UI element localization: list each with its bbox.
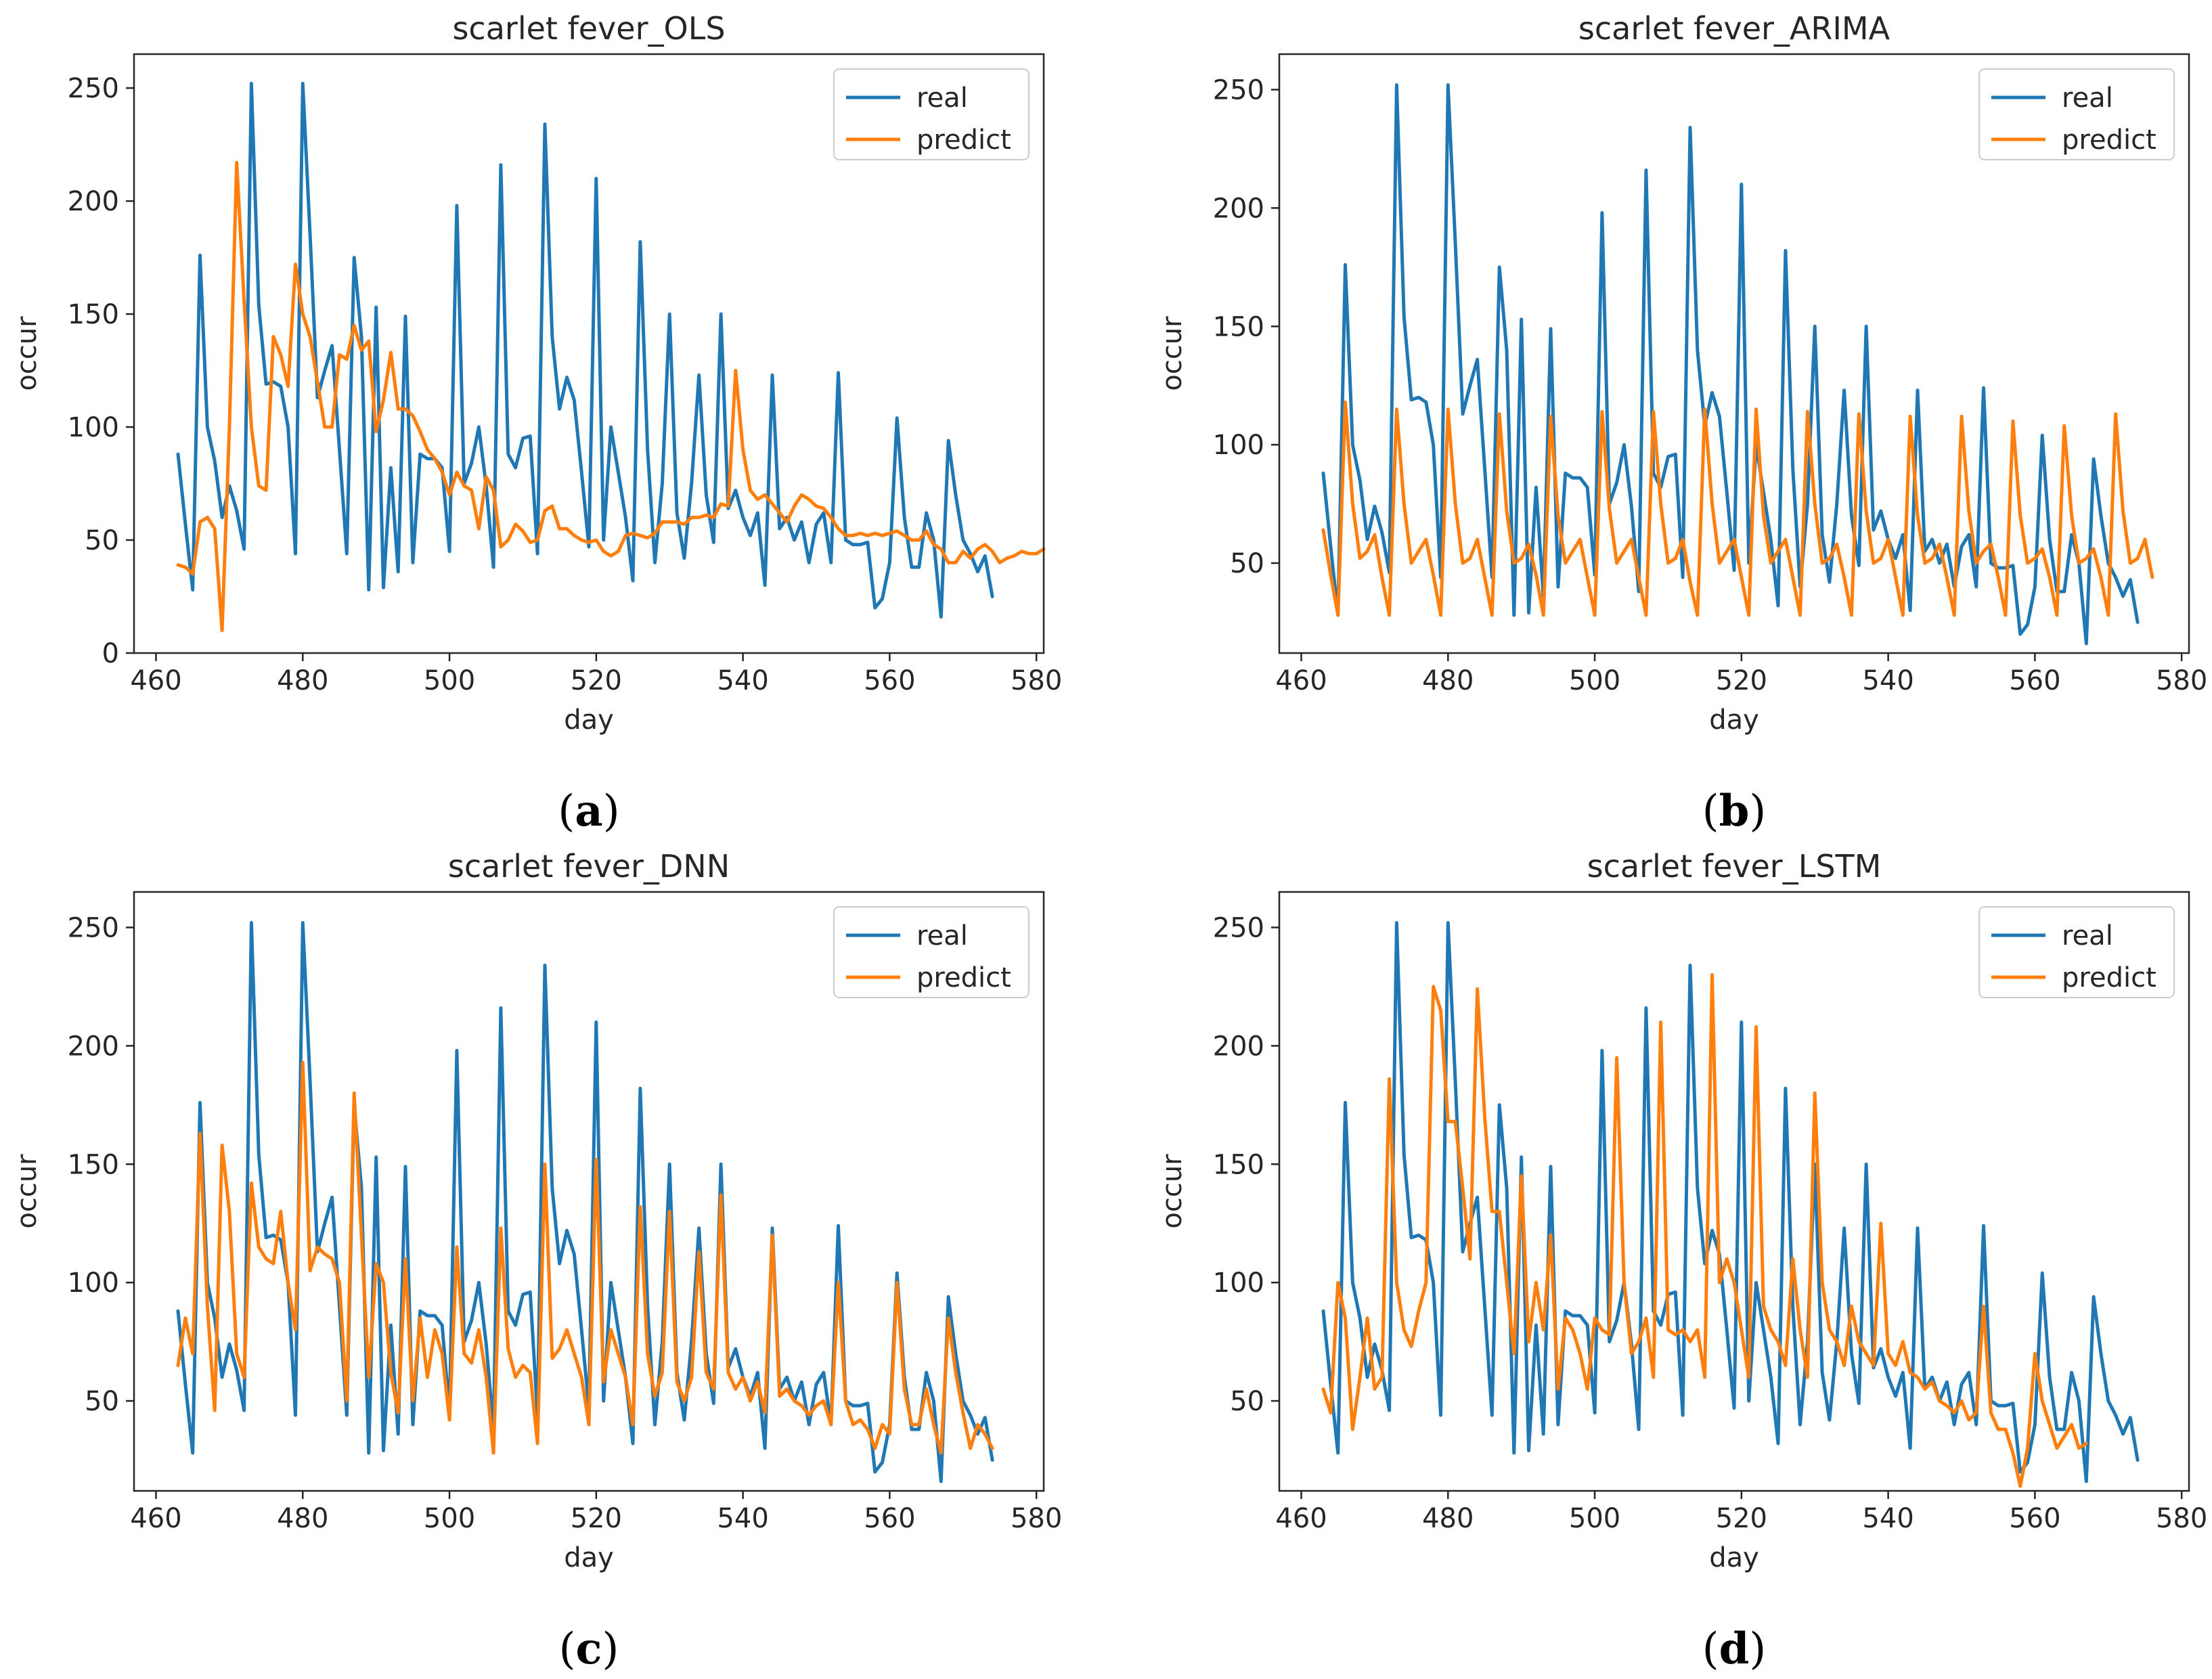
chart-panel-b: scarlet fever_ARIMA 460 480 500 520 540 560 580… <box>1157 10 2207 836</box>
x-tick-label: 460 <box>130 1503 181 1534</box>
x-tick-label: 580 <box>1011 665 1062 696</box>
x-tick-label: 500 <box>1569 665 1620 696</box>
y-tick-label: 200 <box>68 1031 119 1062</box>
x-tick-label: 540 <box>717 1503 768 1534</box>
x-tick-label: 580 <box>2156 665 2207 696</box>
series-line-predict <box>1321 972 2088 1488</box>
y-tick-label: 0 <box>102 638 119 669</box>
series-line-real <box>176 81 994 619</box>
legend-label-real: real <box>2062 920 2113 952</box>
x-tick-label: 480 <box>1422 665 1474 696</box>
chart-panel-c: scarlet fever_DNN 460 480 500 520 540 560 580 50… <box>12 848 1062 1674</box>
x-tick-label: 520 <box>1716 665 1767 696</box>
legend: real predict <box>1978 68 2175 160</box>
x-tick-label: 480 <box>1422 1503 1474 1534</box>
legend-box <box>833 68 1030 160</box>
y-axis-label: occur <box>12 1154 43 1229</box>
y-tick-label: 50 <box>1230 548 1264 579</box>
series-line-predict <box>176 160 1046 633</box>
y-tick-label: 250 <box>1213 912 1264 943</box>
series-line-real <box>176 921 994 1483</box>
legend-label-real: real <box>916 920 968 952</box>
y-tick-label: 100 <box>1213 1268 1264 1299</box>
x-tick-label: 560 <box>864 1503 915 1534</box>
legend-box <box>1978 906 2175 998</box>
x-axis-label: day <box>564 1542 614 1573</box>
axes-frame <box>1278 891 2190 1492</box>
chart-title: scarlet fever_OLS <box>452 10 725 47</box>
y-tick-label: 200 <box>1213 193 1264 224</box>
legend-box <box>1978 68 2175 160</box>
legend-label-real: real <box>916 83 968 114</box>
legend-label-real: real <box>2062 83 2113 114</box>
legend-label-predict: predict <box>916 962 1011 993</box>
y-tick-label: 250 <box>68 73 119 104</box>
x-axis-label: day <box>1709 704 1759 736</box>
y-axis-label: occur <box>12 316 43 391</box>
y-tick-label: 50 <box>85 525 119 556</box>
x-tick-label: 460 <box>130 665 181 696</box>
y-tick-label: 200 <box>68 186 119 217</box>
panel-caption: (d) <box>1702 1624 1767 1674</box>
legend-label-predict: predict <box>2062 962 2156 993</box>
y-axis-label: occur <box>1157 1154 1188 1229</box>
y-tick-label: 150 <box>1213 1149 1264 1180</box>
y-tick-label: 100 <box>68 412 119 443</box>
series-line-predict <box>176 1060 994 1455</box>
y-tick-label: 100 <box>1213 430 1264 461</box>
series-line-real <box>1321 921 2140 1483</box>
x-tick-label: 560 <box>2009 665 2060 696</box>
x-tick-label: 500 <box>424 665 475 696</box>
x-tick-label: 560 <box>2009 1503 2060 1534</box>
x-tick-label: 540 <box>1862 665 1914 696</box>
x-tick-label: 560 <box>864 665 915 696</box>
chart-panel-a: scarlet fever_OLS 460 480 500 520 540 560 580 0 5… <box>12 10 1062 836</box>
series-line-predict <box>1321 400 2154 617</box>
x-tick-label: 540 <box>1862 1503 1914 1534</box>
legend-label-predict: predict <box>916 125 1011 156</box>
axes-frame <box>1278 53 2190 654</box>
x-axis-label: day <box>564 704 614 736</box>
y-axis-label: occur <box>1157 316 1188 391</box>
y-tick-label: 150 <box>1213 311 1264 342</box>
y-tick-label: 200 <box>1213 1031 1264 1062</box>
series-line-real <box>1321 83 2140 646</box>
y-tick-label: 50 <box>1230 1386 1264 1417</box>
y-tick-label: 150 <box>68 1149 119 1180</box>
legend: real predict <box>833 906 1030 998</box>
x-tick-label: 480 <box>277 1503 328 1534</box>
x-tick-label: 460 <box>1275 665 1327 696</box>
y-tick-label: 250 <box>68 912 119 943</box>
x-tick-label: 460 <box>1275 1503 1327 1534</box>
x-tick-label: 540 <box>717 665 768 696</box>
legend: real predict <box>1978 906 2175 998</box>
axes-frame <box>133 53 1045 654</box>
axes-frame <box>133 891 1045 1492</box>
x-tick-label: 580 <box>1011 1503 1062 1534</box>
panel-caption: (b) <box>1702 786 1767 836</box>
legend-box <box>833 906 1030 998</box>
y-tick-label: 250 <box>1213 74 1264 106</box>
y-tick-label: 50 <box>85 1386 119 1417</box>
x-tick-label: 520 <box>1716 1503 1767 1534</box>
y-tick-label: 100 <box>68 1268 119 1299</box>
x-tick-label: 580 <box>2156 1503 2207 1534</box>
x-tick-label: 480 <box>277 665 328 696</box>
chart-title: scarlet fever_LSTM <box>1587 848 1882 885</box>
panel-caption: (c) <box>559 1624 619 1674</box>
chart-title: scarlet fever_DNN <box>448 848 730 885</box>
x-tick-label: 500 <box>1569 1503 1620 1534</box>
chart-title: scarlet fever_ARIMA <box>1578 10 1890 47</box>
legend: real predict <box>833 68 1030 160</box>
x-tick-label: 520 <box>571 665 622 696</box>
legend-label-predict: predict <box>2062 125 2156 156</box>
x-tick-label: 500 <box>424 1503 475 1534</box>
panel-caption: (a) <box>558 786 619 836</box>
x-axis-label: day <box>1709 1542 1759 1573</box>
chart-panel-d: scarlet fever_LSTM 460 480 500 520 540 560 580 5… <box>1157 848 2207 1674</box>
y-tick-label: 150 <box>68 299 119 330</box>
x-tick-label: 520 <box>571 1503 622 1534</box>
